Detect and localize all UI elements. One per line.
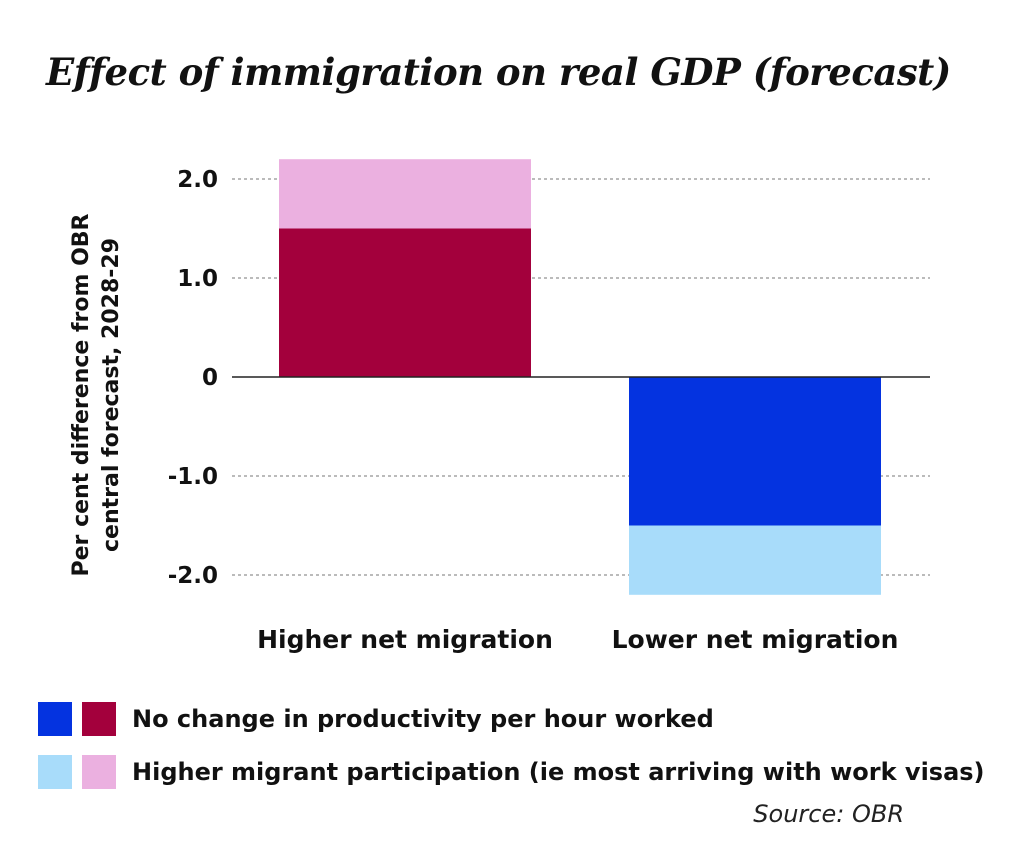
legend-swatch-lower-base bbox=[38, 702, 72, 736]
bar bbox=[629, 377, 881, 526]
legend-label-extra: Higher migrant participation (ie most ar… bbox=[132, 758, 985, 786]
x-category-label: Lower net migration bbox=[612, 625, 899, 654]
bar bbox=[279, 159, 531, 229]
y-tick-label: -2.0 bbox=[168, 563, 218, 589]
y-axis-label: Per cent difference from OBR central fore… bbox=[69, 213, 124, 576]
legend-row-extra: Higher migrant participation (ie most ar… bbox=[38, 755, 985, 789]
y-tick-label: 2.0 bbox=[177, 167, 218, 193]
x-category-label: Higher net migration bbox=[257, 625, 553, 654]
category-labels: Higher net migration Lower net migration bbox=[257, 625, 898, 654]
legend-label-base: No change in productivity per hour worke… bbox=[132, 705, 714, 733]
legend-row-base: No change in productivity per hour worke… bbox=[38, 702, 714, 736]
y-tick-label: 1.0 bbox=[177, 266, 218, 292]
legend-swatch-lower-extra bbox=[38, 755, 72, 789]
y-axis-label-line: central forecast, 2028-29 bbox=[99, 238, 124, 552]
chart-title: Effect of immigration on real GDP (forec… bbox=[46, 50, 951, 94]
y-axis-label-line: Per cent difference from OBR bbox=[69, 213, 94, 576]
bar bbox=[279, 228, 531, 377]
y-tick-label: -1.0 bbox=[168, 464, 218, 490]
y-tick-label: 0 bbox=[202, 365, 218, 391]
y-tick-labels: 2.0 1.0 0 -1.0 -2.0 bbox=[168, 167, 218, 589]
legend-swatch-higher-extra bbox=[82, 755, 116, 789]
source-note: Source: OBR bbox=[753, 800, 904, 828]
bar bbox=[629, 525, 881, 595]
legend-swatch-higher-base bbox=[82, 702, 116, 736]
bars bbox=[279, 159, 881, 595]
